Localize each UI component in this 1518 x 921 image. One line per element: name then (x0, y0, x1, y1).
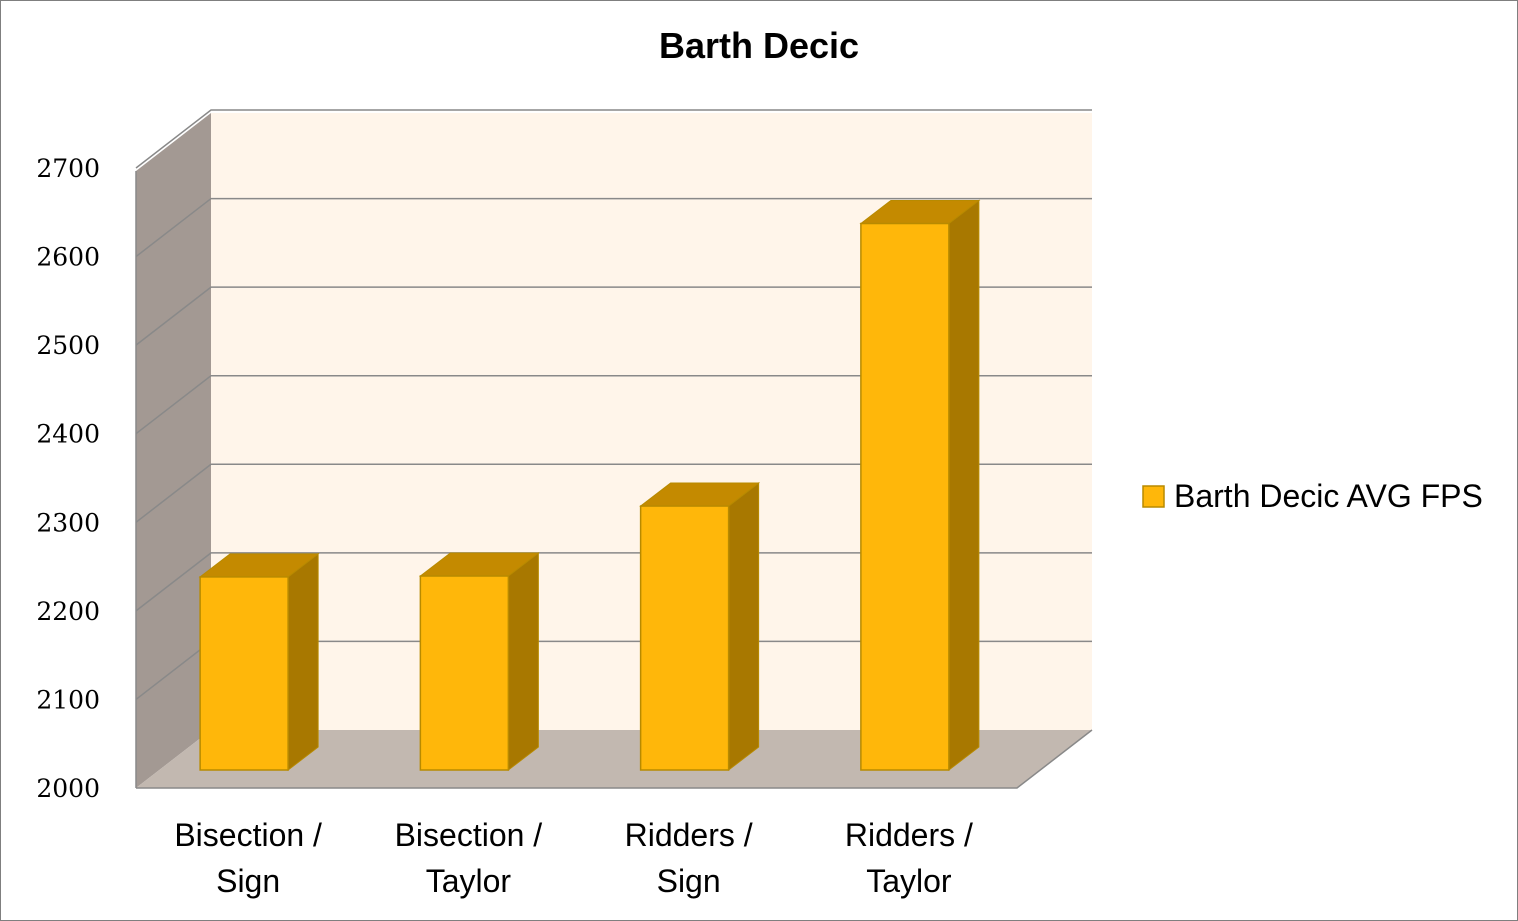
gridline (135, 109, 1092, 169)
gridline (135, 197, 1092, 258)
floor (136, 730, 1092, 788)
x-tick-label: Sign (657, 863, 721, 899)
gridline (135, 286, 1092, 346)
bar (859, 199, 981, 772)
bar-side (287, 552, 319, 772)
bar-front (860, 222, 950, 771)
x-axis: Bisection / Sign Bisection / Taylor Ridders … (174, 817, 973, 899)
legend-swatch (1142, 485, 1165, 508)
bar-side (948, 199, 980, 772)
x-tick-label: Sign (216, 863, 280, 899)
chart-title: Barth Decic (659, 25, 859, 66)
x-tick-label: Ridders / (625, 817, 753, 853)
gridlines (135, 109, 1092, 701)
bars (198, 199, 981, 772)
x-tick-label: Bisection / (395, 817, 543, 853)
y-tick-label: 2600 (36, 243, 100, 272)
gridline (135, 552, 1092, 612)
bar-side (507, 552, 539, 772)
bar-front (419, 575, 510, 771)
x-tick-label: Taylor (866, 863, 952, 899)
floor-edge (136, 729, 1093, 789)
y-tick-label: 2000 (36, 774, 100, 803)
x-tick-label: Ridders / (845, 817, 973, 853)
y-tick-label: 2200 (36, 597, 100, 626)
y-tick-label: 2500 (36, 331, 100, 360)
legend-label: Barth Decic AVG FPS (1174, 478, 1483, 514)
y-tick-label: 2400 (36, 420, 100, 449)
bar (639, 482, 761, 772)
y-axis: 2000 2100 2200 2300 2400 2500 2600 2700 (36, 154, 100, 803)
bar (198, 552, 320, 772)
y-tick-label: 2700 (36, 154, 100, 183)
y-tick-label: 2100 (36, 685, 100, 714)
x-tick-label: Bisection / (174, 817, 322, 853)
legend: Barth Decic AVG FPS (1142, 478, 1483, 514)
bar (418, 552, 540, 772)
side-wall (136, 113, 211, 788)
bar-front (639, 505, 730, 771)
gridline (135, 374, 1092, 435)
bar-side (728, 482, 760, 772)
y-tick-label: 2300 (36, 508, 100, 537)
x-tick-label: Taylor (426, 863, 512, 899)
bar-front (199, 576, 289, 771)
gridline (135, 463, 1092, 523)
